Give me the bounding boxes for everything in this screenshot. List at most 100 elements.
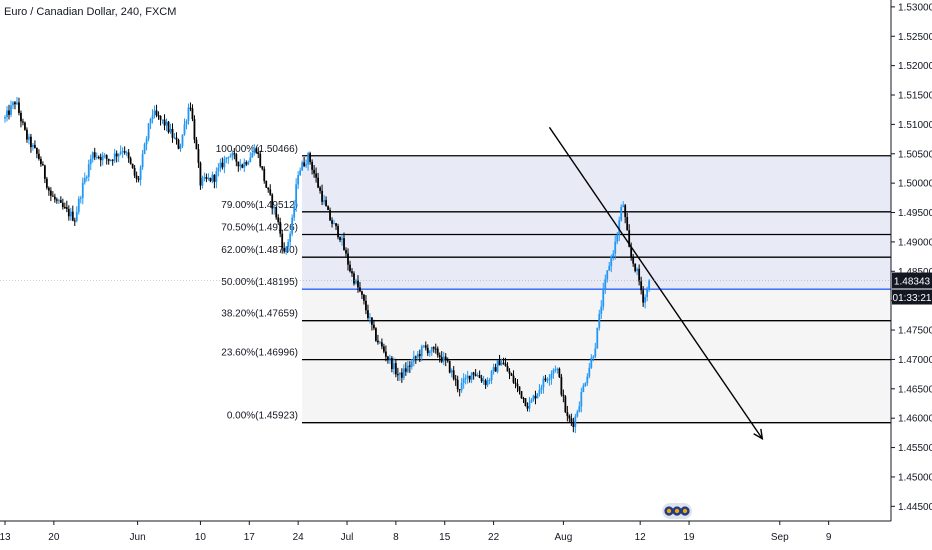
candle <box>564 395 567 414</box>
candle-body <box>169 128 172 133</box>
candle-body <box>604 279 607 289</box>
candle <box>392 357 395 375</box>
candle <box>375 327 377 342</box>
candle-body <box>608 265 611 271</box>
candle <box>622 201 625 208</box>
candle-body <box>279 221 282 234</box>
candle <box>307 151 310 171</box>
candle-body <box>510 373 513 376</box>
candle-body <box>295 184 298 206</box>
candle <box>305 159 308 168</box>
candle-body <box>392 363 395 370</box>
candle-body <box>20 112 22 122</box>
candle-body <box>283 247 286 252</box>
candle-body <box>630 246 633 257</box>
candle <box>634 263 637 273</box>
candle-body <box>628 230 631 247</box>
candle-body <box>434 348 437 350</box>
candle-body <box>620 206 623 221</box>
candle <box>115 150 118 163</box>
candle <box>486 377 489 388</box>
candle-body <box>382 346 385 352</box>
candle-body <box>578 406 581 412</box>
candle <box>365 295 367 315</box>
candle-body <box>233 153 236 155</box>
candle <box>494 363 497 372</box>
candle <box>101 152 104 166</box>
candle <box>530 398 533 404</box>
candle-body <box>602 288 605 307</box>
candle <box>163 114 166 131</box>
candle-body <box>644 297 647 303</box>
candle-body <box>554 369 557 371</box>
candle <box>404 362 407 376</box>
candle <box>464 374 467 385</box>
candle-body <box>562 394 565 397</box>
candle-body <box>97 156 100 158</box>
candle-body <box>377 340 379 343</box>
candle-body <box>568 415 571 419</box>
candle-body <box>414 356 417 358</box>
y-tick-label: 1.44500 <box>898 502 932 513</box>
candle <box>648 279 651 292</box>
candle <box>59 196 62 203</box>
fib-zones <box>302 155 891 423</box>
candle-body <box>125 152 128 154</box>
candle-body <box>241 164 244 168</box>
candle-body <box>81 182 84 198</box>
candle <box>592 355 595 362</box>
candle-body <box>632 256 635 264</box>
candle-body <box>622 205 625 207</box>
candle-body <box>305 164 308 167</box>
candle <box>175 132 178 145</box>
candle-body <box>207 177 210 179</box>
candle-body <box>39 158 42 165</box>
candle <box>237 161 240 172</box>
candle <box>327 205 329 211</box>
candle <box>217 163 220 177</box>
candle <box>400 368 403 383</box>
candle <box>608 262 611 271</box>
candle <box>191 104 194 122</box>
countdown-tag <box>892 289 932 305</box>
candle <box>518 386 521 395</box>
candle-body <box>410 361 413 367</box>
candle <box>440 351 443 364</box>
candle <box>418 349 421 363</box>
candle <box>273 205 276 215</box>
candle <box>55 197 58 204</box>
candle-body <box>319 187 321 191</box>
candle <box>255 147 258 154</box>
candle <box>646 286 649 302</box>
candle <box>213 174 216 189</box>
candle <box>534 390 537 405</box>
candle <box>313 165 315 178</box>
candle-body <box>253 148 256 154</box>
candle <box>536 393 539 399</box>
candle-body <box>63 207 66 209</box>
candle-body <box>43 165 46 179</box>
candle <box>373 319 375 331</box>
candle <box>189 102 192 112</box>
candle-body <box>500 362 503 366</box>
x-tick-label: 22 <box>488 532 500 543</box>
candle-body <box>299 170 302 176</box>
candle-body <box>379 342 381 344</box>
candle-body <box>113 153 116 161</box>
candle <box>476 372 479 377</box>
trend-arrow-line[interactable] <box>548 126 763 440</box>
candle-body <box>79 197 82 199</box>
candle <box>584 382 587 387</box>
candle <box>458 388 461 397</box>
candle <box>253 144 256 156</box>
candle-body <box>506 365 509 372</box>
candle <box>323 194 325 205</box>
candle <box>550 370 553 385</box>
candle <box>343 232 345 251</box>
price-tags: 1.48343 01:33:21 <box>0 272 932 305</box>
candle <box>41 161 44 166</box>
candle <box>301 160 304 171</box>
candle-body <box>337 226 339 238</box>
candle <box>227 156 230 164</box>
